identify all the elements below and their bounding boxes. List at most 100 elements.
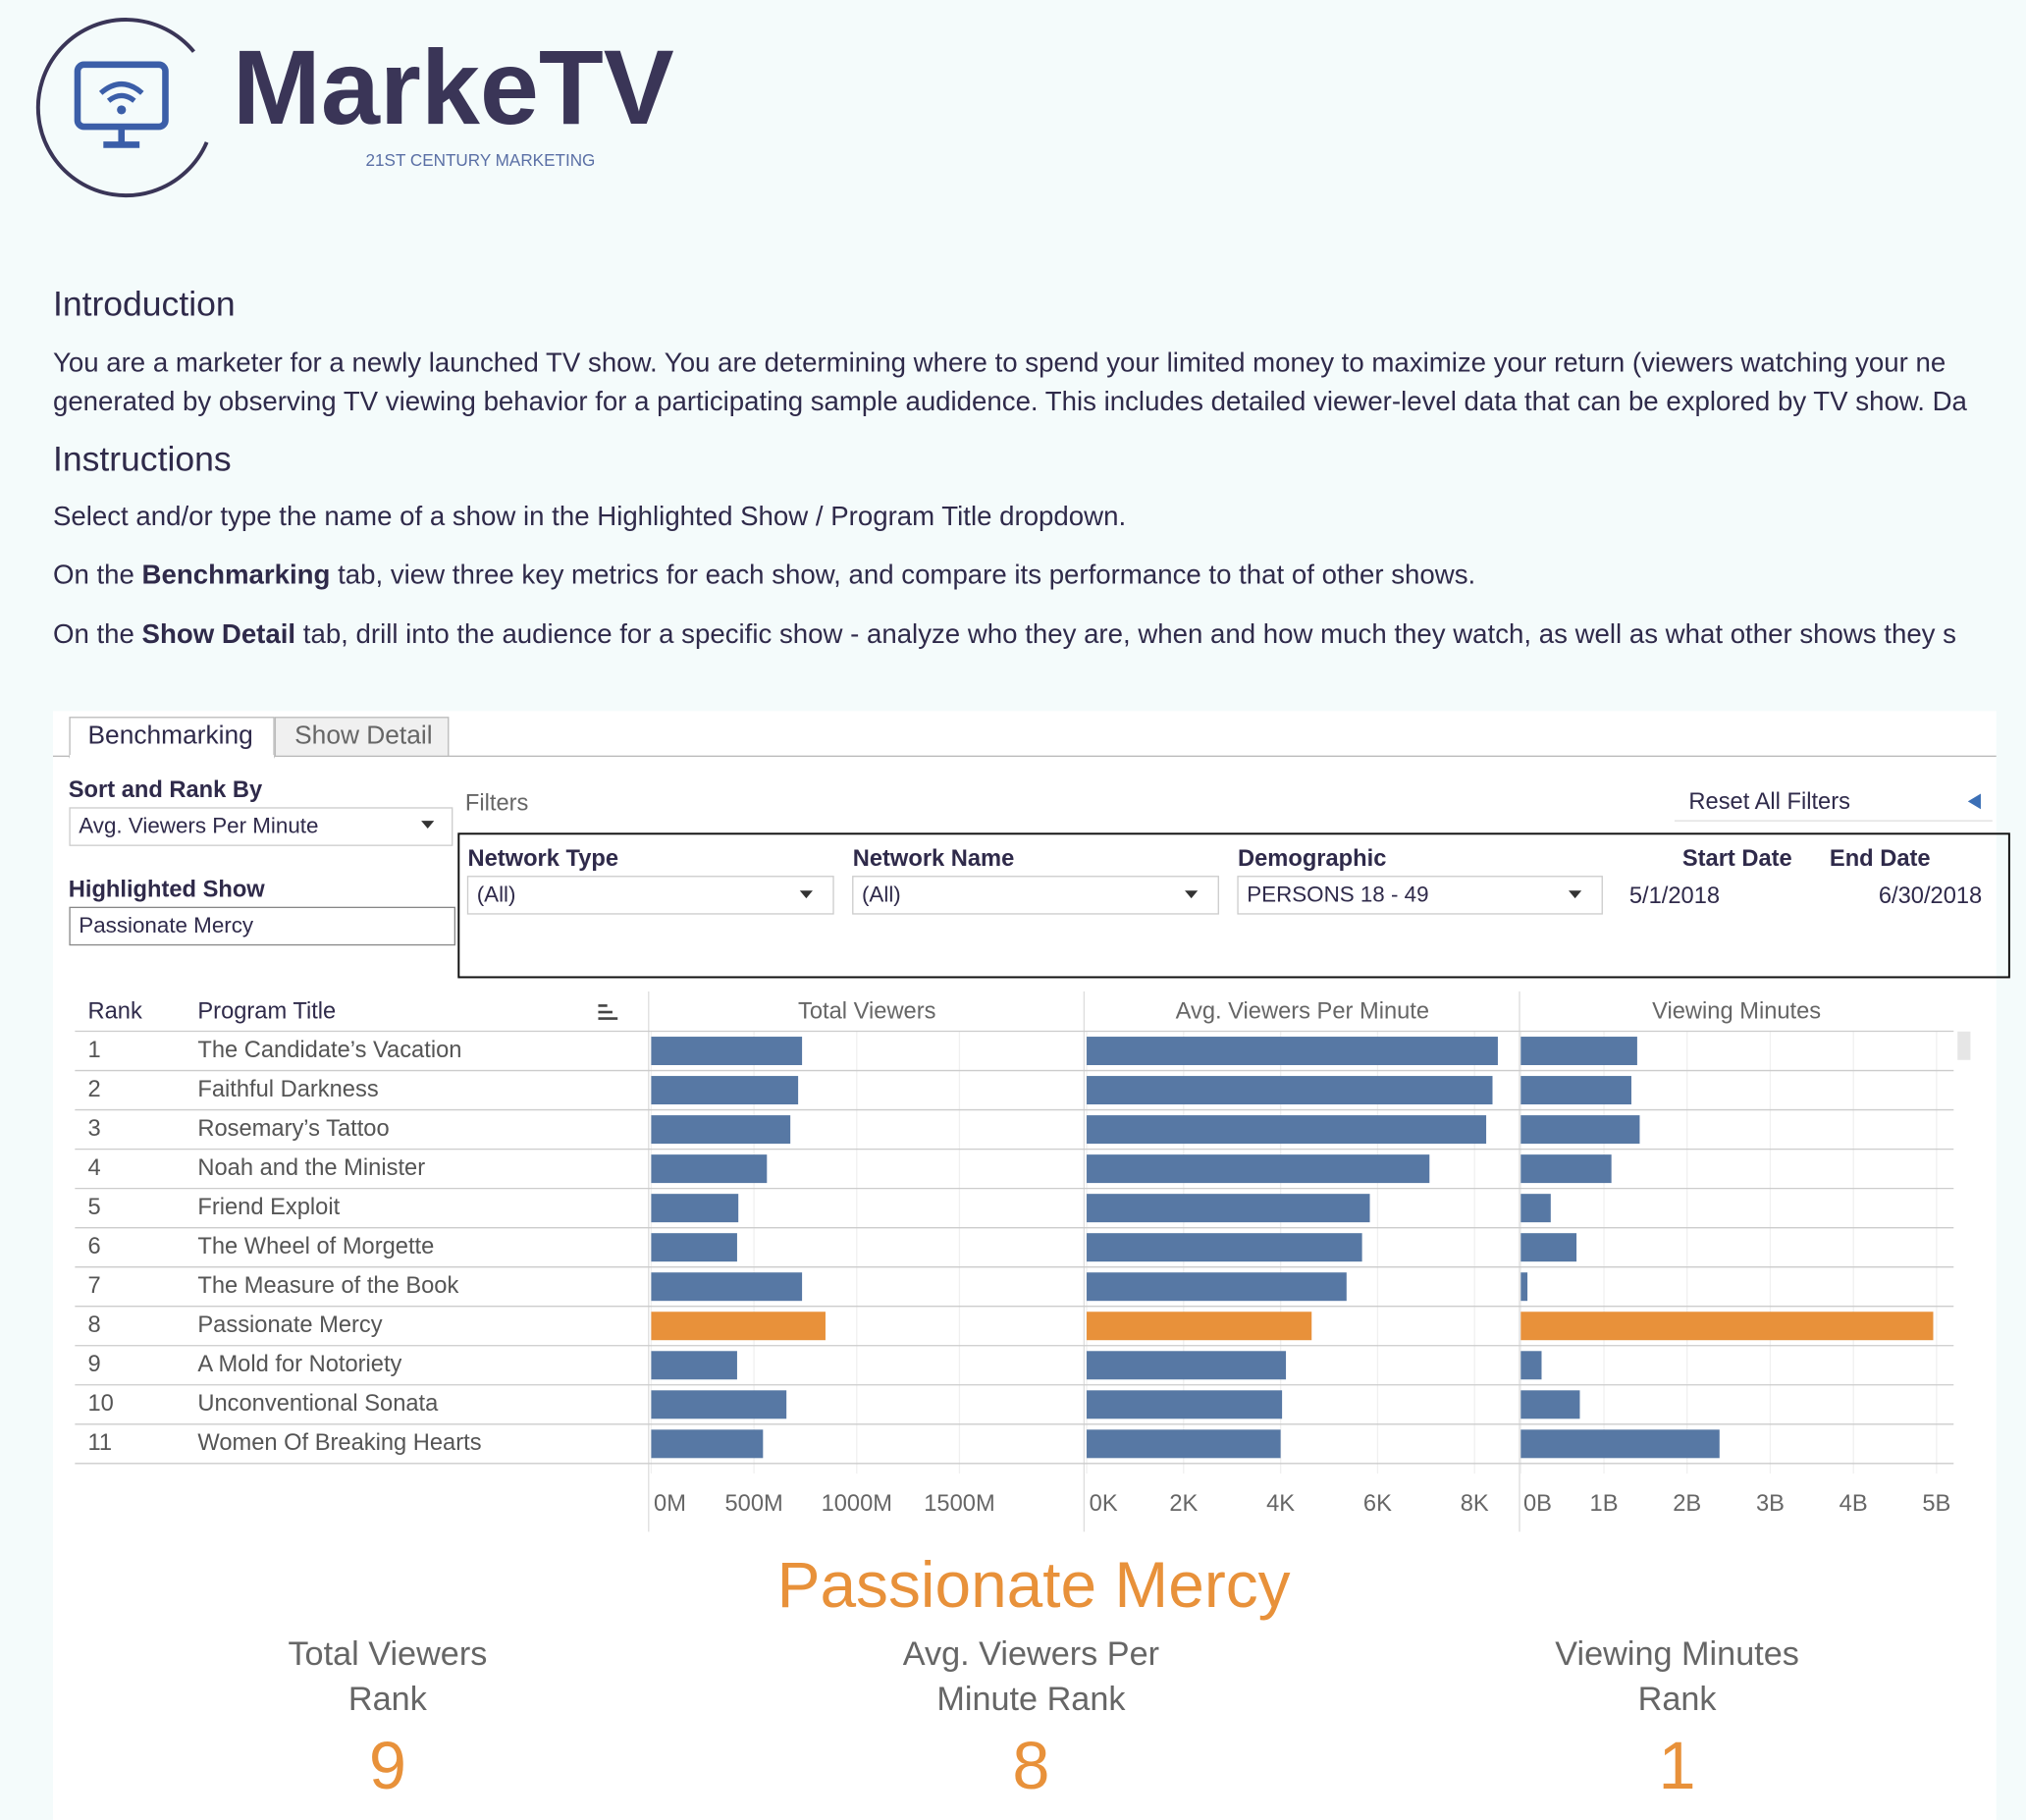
bar[interactable] bbox=[651, 1194, 739, 1223]
rank: 11 bbox=[88, 1430, 113, 1456]
filter-label: Network Type bbox=[468, 846, 619, 872]
program-title[interactable]: Rosemary’s Tattoo bbox=[197, 1116, 389, 1142]
x-tick-label: 3B bbox=[1756, 1491, 1785, 1517]
bar[interactable] bbox=[651, 1351, 737, 1380]
bar[interactable] bbox=[651, 1037, 803, 1066]
program-title[interactable]: Passionate Mercy bbox=[197, 1312, 382, 1338]
bar[interactable] bbox=[651, 1233, 737, 1262]
filters-label: Filters bbox=[465, 790, 528, 816]
bar[interactable] bbox=[651, 1272, 803, 1302]
program-title[interactable]: Faithful Darkness bbox=[197, 1077, 378, 1102]
program-title[interactable]: The Measure of the Book bbox=[197, 1273, 458, 1299]
rank: 5 bbox=[88, 1195, 101, 1220]
reset-button[interactable] bbox=[1674, 781, 1993, 822]
instruction: On the Benchmarking tab, view three key … bbox=[53, 560, 1475, 590]
bar[interactable] bbox=[1087, 1351, 1287, 1380]
dropdown[interactable] bbox=[69, 807, 453, 846]
intro-line: You are a marketer for a newly launched … bbox=[53, 348, 1946, 378]
bar[interactable] bbox=[1520, 1115, 1640, 1145]
dropdown[interactable] bbox=[1237, 876, 1603, 915]
bar[interactable] bbox=[1520, 1154, 1612, 1184]
bar[interactable] bbox=[651, 1154, 768, 1184]
program-title[interactable]: Noah and the Minister bbox=[197, 1155, 425, 1181]
program-title[interactable]: Women Of Breaking Hearts bbox=[197, 1430, 481, 1456]
bar[interactable] bbox=[1087, 1037, 1498, 1066]
bar[interactable] bbox=[651, 1390, 787, 1419]
rank: 1 bbox=[88, 1038, 101, 1063]
instruction: Select and/or type the name of a show in… bbox=[53, 501, 1126, 531]
instruction-text: tab, drill into the audience for a speci… bbox=[295, 618, 1956, 649]
bar[interactable] bbox=[1520, 1351, 1542, 1380]
column-header: Rank bbox=[88, 998, 142, 1024]
bar[interactable] bbox=[1087, 1272, 1347, 1302]
bar[interactable] bbox=[1520, 1076, 1631, 1105]
benchmark-chart: Total Viewers 0M 500M 1000M 1500M Avg. Viewer… bbox=[75, 990, 1954, 1532]
dropdown-arrow[interactable] bbox=[799, 890, 813, 899]
program-title[interactable]: Friend Exploit bbox=[197, 1195, 340, 1220]
rank: 2 bbox=[88, 1077, 101, 1102]
sort-icon[interactable] bbox=[598, 1004, 618, 1020]
bar[interactable] bbox=[651, 1311, 826, 1341]
reset-label[interactable]: Reset All Filters bbox=[1688, 789, 1850, 815]
dropdown-arrow[interactable] bbox=[1185, 890, 1199, 899]
bar[interactable] bbox=[651, 1115, 791, 1145]
bar[interactable] bbox=[1087, 1429, 1281, 1459]
dropdown-value[interactable]: PERSONS 18 - 49 bbox=[1247, 882, 1428, 906]
bar[interactable] bbox=[1520, 1037, 1637, 1066]
bar[interactable] bbox=[1087, 1390, 1283, 1419]
x-tick-label: 4K bbox=[1266, 1491, 1295, 1517]
program-title[interactable]: A Mold for Notoriety bbox=[197, 1352, 401, 1377]
bar[interactable] bbox=[1087, 1194, 1370, 1223]
dropdown[interactable] bbox=[466, 876, 834, 915]
x-tick-label: 4B bbox=[1839, 1491, 1868, 1517]
bar[interactable] bbox=[1520, 1233, 1577, 1262]
reset-icon[interactable] bbox=[1967, 793, 1981, 810]
rank: 7 bbox=[88, 1273, 101, 1299]
rank: 8 bbox=[88, 1312, 101, 1338]
dropdown-arrow[interactable] bbox=[421, 821, 435, 830]
dropdown-value[interactable]: Avg. Viewers Per Minute bbox=[79, 814, 318, 838]
dropdown-arrow[interactable] bbox=[1569, 890, 1582, 899]
dropdown-value[interactable]: (All) bbox=[477, 882, 516, 906]
summary: Total Viewers Rank 9 Avg. Viewers Per Minu… bbox=[288, 1633, 1798, 1803]
bar[interactable] bbox=[651, 1076, 799, 1105]
logo: MarkeTV 21ST CENTURY MARKETING bbox=[35, 18, 674, 198]
instruction-text: On the bbox=[53, 560, 142, 590]
bar[interactable] bbox=[1520, 1390, 1580, 1419]
bar[interactable] bbox=[1087, 1311, 1312, 1341]
rank-label: Avg. Viewers Per Minute Rank bbox=[902, 1633, 1160, 1718]
tab[interactable] bbox=[274, 717, 450, 757]
rank: 10 bbox=[88, 1391, 114, 1417]
scrollbar[interactable] bbox=[1957, 1031, 1971, 1060]
filter-value: 5/1/2018 bbox=[1629, 883, 1720, 909]
bar[interactable] bbox=[1087, 1233, 1362, 1262]
x-tick-label: 8K bbox=[1461, 1491, 1489, 1517]
bar[interactable] bbox=[1087, 1115, 1487, 1145]
dropdown[interactable] bbox=[852, 876, 1219, 915]
bar[interactable] bbox=[1520, 1429, 1720, 1459]
tab-label[interactable]: Show Detail bbox=[294, 721, 432, 750]
bar[interactable] bbox=[1520, 1194, 1551, 1223]
program-title[interactable]: Unconventional Sonata bbox=[197, 1391, 439, 1417]
text-input[interactable] bbox=[69, 906, 456, 946]
bar[interactable] bbox=[651, 1429, 764, 1459]
input-value[interactable]: Passionate Mercy bbox=[79, 913, 254, 937]
logo-ring bbox=[35, 18, 209, 198]
control-label: Sort and Rank By bbox=[69, 777, 263, 803]
x-tick-label: 1B bbox=[1590, 1491, 1619, 1517]
logo-wifi-dot bbox=[117, 105, 127, 115]
tab-label[interactable]: Benchmarking bbox=[88, 721, 253, 750]
program-title[interactable]: The Candidate’s Vacation bbox=[197, 1038, 461, 1063]
panel-title: Viewing Minutes bbox=[1652, 998, 1821, 1024]
bar[interactable] bbox=[1087, 1076, 1493, 1105]
program-title[interactable]: The Wheel of Morgette bbox=[197, 1234, 434, 1259]
rank: 9 bbox=[88, 1352, 101, 1377]
tab-active[interactable] bbox=[69, 717, 275, 759]
bar[interactable] bbox=[1087, 1154, 1430, 1184]
rank-label: Total Viewers Rank bbox=[288, 1633, 488, 1718]
bar[interactable] bbox=[1520, 1272, 1528, 1302]
dropdown-value[interactable]: (All) bbox=[862, 882, 901, 906]
bar[interactable] bbox=[1520, 1311, 1934, 1341]
